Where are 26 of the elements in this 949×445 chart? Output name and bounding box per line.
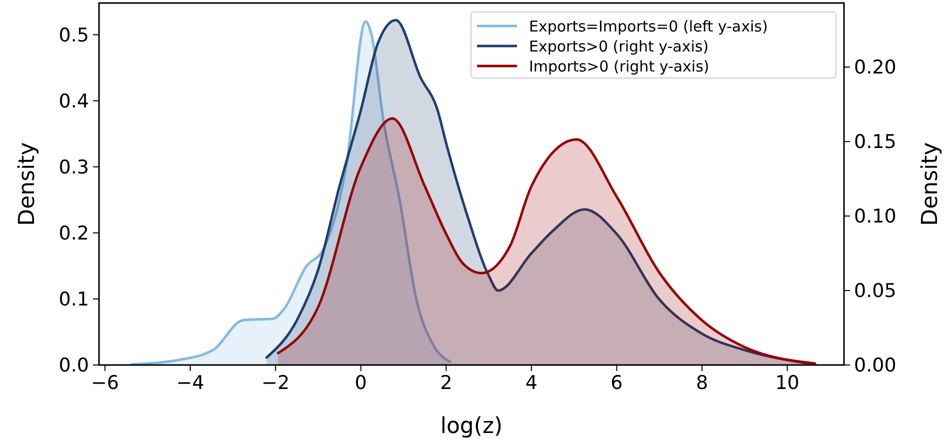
y-tick-label: 0.4 [58,90,89,112]
y-tick-label: 0.5 [58,24,89,46]
y-tick-label: 0.1 [58,288,89,311]
y-tick-label: 0.2 [58,222,89,245]
x-tick-label: 8 [696,372,708,394]
x-axis-title: log(z) [440,414,503,439]
legend-label: Imports>0 (right y-axis) [529,57,710,76]
x-tick-label: 2 [440,372,452,394]
y2-axis-title: Density [918,142,943,226]
x-tick-label: 6 [610,372,623,394]
x-tick-label: 0 [354,372,367,394]
legend-label: Exports>0 (right y-axis) [529,37,709,56]
x-tick-label: −6 [90,372,119,394]
x-tick-label: 4 [525,372,538,394]
y-axis-title: Density [15,142,40,226]
y2-tick-label: 0.00 [854,354,896,377]
y-tick-label: 0.3 [58,156,89,178]
x-tick-label: 10 [775,372,800,394]
x-tick-label: −2 [262,372,290,394]
y2-tick-label: 0.15 [854,131,896,154]
y-tick-label: 0.0 [58,354,89,377]
x-tick-label: −4 [176,372,204,394]
y2-tick-label: 0.10 [854,206,896,228]
legend-label: Exports=Imports=0 (left y-axis) [529,17,768,36]
y2-tick-label: 0.05 [854,280,896,302]
y2-tick-label: 0.20 [854,56,896,79]
